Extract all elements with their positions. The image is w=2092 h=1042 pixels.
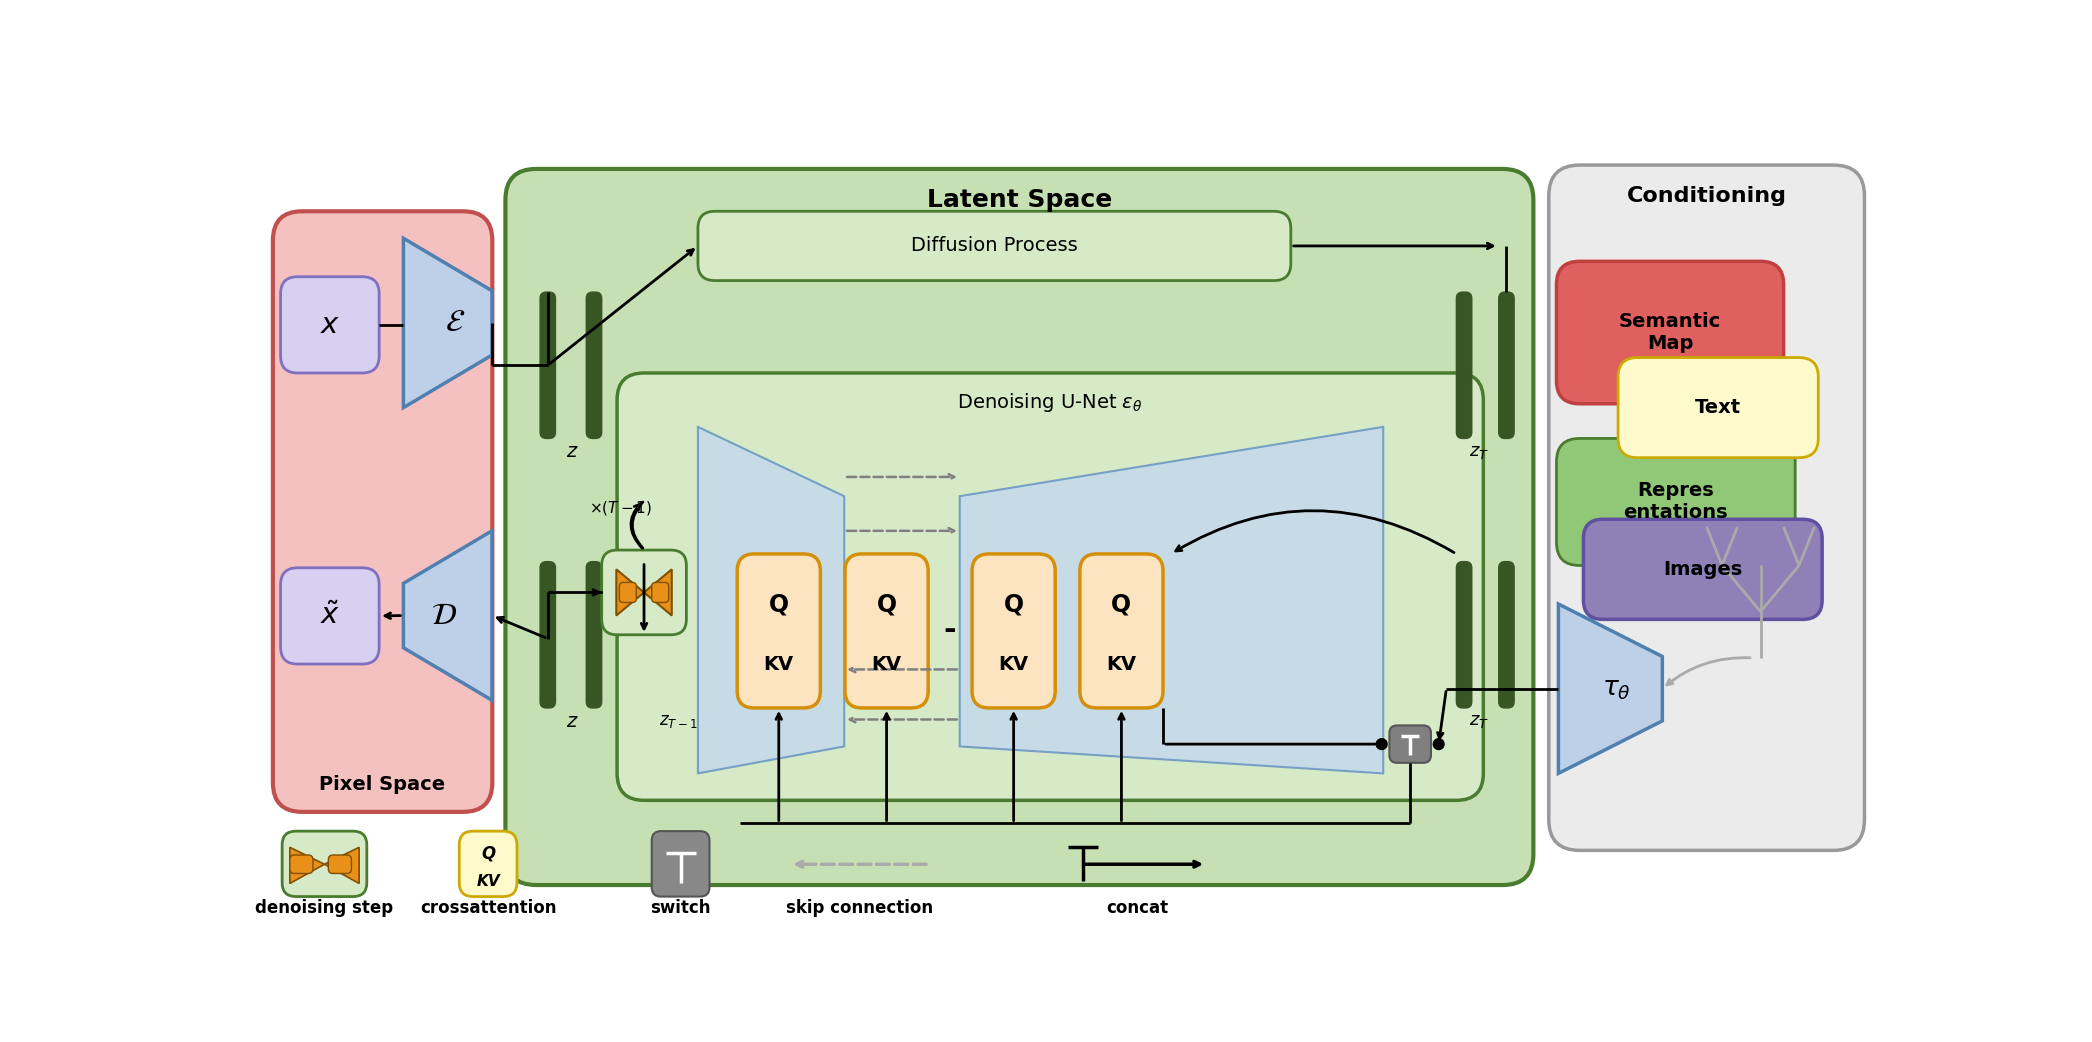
Text: KV: KV [998,655,1029,674]
FancyBboxPatch shape [653,582,669,602]
Text: $\tau_\theta$: $\tau_\theta$ [1602,675,1632,701]
Polygon shape [404,239,492,407]
FancyBboxPatch shape [280,568,379,664]
Polygon shape [324,847,360,884]
FancyBboxPatch shape [1548,165,1864,850]
Text: -: - [943,617,956,645]
Text: $z_T$: $z_T$ [1469,712,1490,730]
FancyBboxPatch shape [973,554,1054,708]
Text: $z_{T-1}$: $z_{T-1}$ [659,712,699,730]
Polygon shape [291,847,324,884]
Text: Q: Q [481,844,496,863]
Text: Images: Images [1663,560,1743,578]
FancyBboxPatch shape [1498,292,1515,439]
FancyBboxPatch shape [272,212,492,812]
Text: $z_T$: $z_T$ [1469,443,1490,461]
Polygon shape [1559,604,1663,773]
Text: concat: concat [1107,899,1167,917]
Text: $\mathcal{D}$: $\mathcal{D}$ [431,601,456,630]
FancyBboxPatch shape [736,554,820,708]
Polygon shape [644,569,672,616]
Text: crossattention: crossattention [420,899,556,917]
FancyBboxPatch shape [540,292,556,439]
FancyBboxPatch shape [282,832,366,896]
Text: Semantic
Map: Semantic Map [1619,312,1722,353]
Text: $x$: $x$ [320,311,341,339]
FancyBboxPatch shape [328,855,351,873]
Text: switch: switch [651,899,711,917]
FancyBboxPatch shape [1498,562,1515,708]
Text: KV: KV [872,655,902,674]
Text: Conditioning: Conditioning [1628,185,1787,206]
Text: KV: KV [1107,655,1136,674]
FancyBboxPatch shape [617,373,1483,800]
FancyBboxPatch shape [619,582,636,602]
Text: Q: Q [1004,593,1023,617]
FancyBboxPatch shape [291,855,314,873]
Text: Q: Q [1111,593,1132,617]
FancyBboxPatch shape [1556,262,1784,404]
Text: Pixel Space: Pixel Space [320,775,446,794]
FancyBboxPatch shape [845,554,929,708]
FancyBboxPatch shape [1456,292,1473,439]
Text: $\mathcal{E}$: $\mathcal{E}$ [446,308,467,338]
Text: Q: Q [768,593,789,617]
Text: KV: KV [477,873,500,889]
FancyBboxPatch shape [586,562,602,708]
Text: $z$: $z$ [567,712,579,730]
FancyBboxPatch shape [506,169,1533,885]
FancyBboxPatch shape [280,277,379,373]
Text: Diffusion Process: Diffusion Process [910,237,1077,255]
Text: KV: KV [764,655,793,674]
FancyBboxPatch shape [460,832,517,896]
Text: Denoising U-Net $\epsilon_\theta$: Denoising U-Net $\epsilon_\theta$ [958,391,1142,414]
FancyBboxPatch shape [1456,562,1473,708]
Text: skip connection: skip connection [787,899,933,917]
FancyBboxPatch shape [1584,519,1822,619]
Text: Latent Space: Latent Space [927,188,1113,212]
FancyBboxPatch shape [699,212,1291,280]
FancyBboxPatch shape [1556,439,1795,566]
Text: $z$: $z$ [567,442,579,461]
Text: Repres
entations: Repres entations [1623,481,1728,522]
Text: $\tilde{x}$: $\tilde{x}$ [320,602,341,630]
FancyBboxPatch shape [1617,357,1818,457]
Text: Q: Q [877,593,897,617]
Polygon shape [699,427,845,773]
Polygon shape [617,569,644,616]
Circle shape [1377,739,1387,749]
FancyBboxPatch shape [653,832,709,896]
FancyBboxPatch shape [1079,554,1163,708]
FancyBboxPatch shape [602,550,686,635]
Circle shape [1433,739,1443,749]
FancyBboxPatch shape [586,292,602,439]
Polygon shape [404,530,492,700]
FancyBboxPatch shape [540,562,556,708]
Polygon shape [960,427,1383,773]
Text: Text: Text [1695,398,1741,417]
Text: denoising step: denoising step [255,899,393,917]
Text: $\times(T-1)$: $\times(T-1)$ [590,499,653,517]
FancyBboxPatch shape [1389,725,1431,763]
